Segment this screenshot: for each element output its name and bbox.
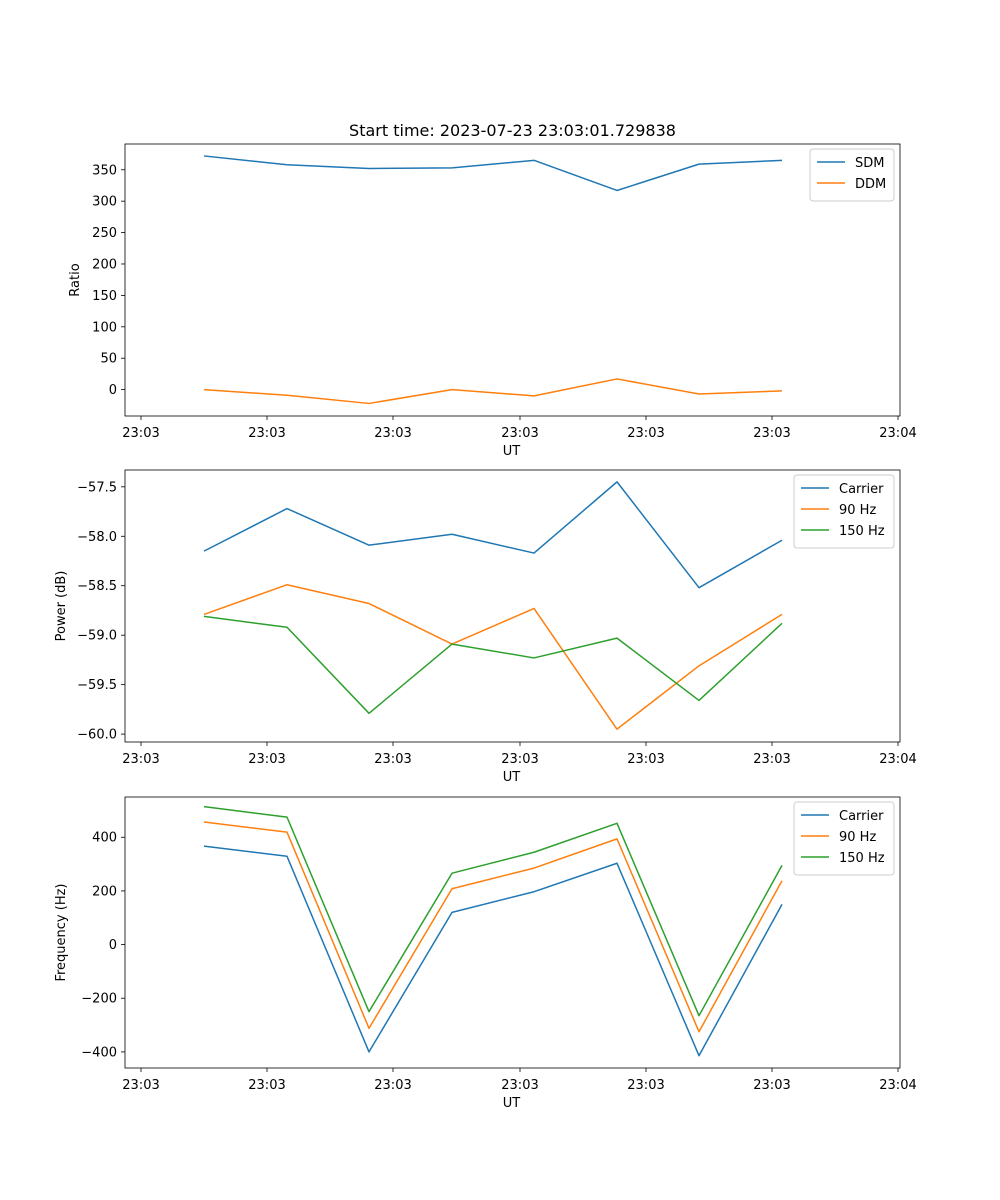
x-tick-label: 23:03 — [122, 1078, 159, 1093]
y-tick-label: −59.5 — [77, 678, 117, 693]
y-tick-label: 100 — [92, 320, 117, 335]
legend-label: 150 Hz — [839, 524, 885, 539]
legend-label: 90 Hz — [839, 830, 876, 845]
series-line-ddm — [203, 378, 783, 405]
y-tick-label: −58.0 — [77, 530, 117, 545]
x-tick-label: 23:03 — [501, 752, 538, 767]
series-line-90-hz — [203, 821, 783, 1033]
x-tick-label: 23:04 — [879, 752, 916, 767]
frequency-panel: −400 −200 0 200 400 23:03 23:03 23:03 23:03 23:03… — [54, 796, 917, 1111]
chart-title: Start time: 2023-07-23 23:03:01.729838 — [349, 121, 676, 140]
legend-label: Carrier — [839, 809, 884, 824]
y-tick-label: −59.0 — [77, 629, 117, 644]
axes-frame — [124, 143, 901, 417]
x-tick-label: 23:03 — [627, 752, 664, 767]
legend-label: DDM — [855, 177, 886, 192]
x-axis-label: UT — [503, 444, 521, 459]
y-axis-label: Ratio — [68, 263, 83, 296]
x-tick-label: 23:03 — [753, 752, 790, 767]
y-axis-label: Frequency (Hz) — [54, 883, 69, 981]
y-tick-label: −58.5 — [77, 579, 117, 594]
y-axis-label: Power (dB) — [54, 571, 69, 642]
y-tick-label: 250 — [92, 226, 117, 241]
legend: Carrier 90 Hz 150 Hz — [793, 801, 895, 876]
series-line-150-hz — [203, 615, 783, 715]
x-tick-label: 23:03 — [248, 1078, 285, 1093]
y-tick-label: 300 — [92, 195, 117, 210]
series-line-90-hz — [203, 583, 783, 730]
x-tick-label: 23:03 — [374, 426, 411, 441]
y-tick-label: 150 — [92, 289, 117, 304]
y-tick-label: −57.5 — [77, 480, 117, 495]
y-tick-label: 200 — [92, 884, 117, 899]
y-tick-label: −60.0 — [77, 728, 117, 743]
x-tick-label: 23:03 — [374, 1078, 411, 1093]
legend: Carrier 90 Hz 150 Hz — [793, 474, 895, 549]
axes-frame — [124, 469, 901, 743]
x-tick-label: 23:03 — [627, 426, 664, 441]
series-line-sdm — [203, 155, 783, 192]
x-tick-label: 23:04 — [879, 1078, 916, 1093]
x-tick-label: 23:03 — [627, 1078, 664, 1093]
x-tick-label: 23:03 — [753, 426, 790, 441]
x-tick-label: 23:03 — [753, 1078, 790, 1093]
y-tick-label: 0 — [109, 938, 117, 953]
x-tick-label: 23:03 — [122, 752, 159, 767]
legend-label: 90 Hz — [839, 503, 876, 518]
ratio-panel: 0 50 100 150 200 250 300 350 23:03 23:03 23:03 23:0… — [68, 121, 917, 459]
y-tick-label: −200 — [81, 992, 117, 1007]
x-tick-label: 23:04 — [879, 426, 916, 441]
x-tick-label: 23:03 — [248, 752, 285, 767]
y-tick-label: 50 — [100, 352, 117, 367]
y-tick-label: 0 — [109, 383, 117, 398]
legend-label: 150 Hz — [839, 851, 885, 866]
y-tick-label: 350 — [92, 163, 117, 178]
power-panel: −60.0 −59.5 −59.0 −58.5 −58.0 −57.5 23:03 23:03… — [54, 469, 917, 785]
x-axis-label: UT — [503, 770, 521, 785]
x-axis-label: UT — [503, 1096, 521, 1111]
axes-frame — [124, 796, 901, 1069]
y-tick-label: −400 — [81, 1045, 117, 1060]
legend-label: Carrier — [839, 482, 884, 497]
legend-label: SDM — [855, 156, 884, 171]
y-tick-label: 400 — [92, 831, 117, 846]
x-tick-label: 23:03 — [248, 426, 285, 441]
x-tick-label: 23:03 — [501, 426, 538, 441]
x-tick-label: 23:03 — [374, 752, 411, 767]
series-line-carrier — [203, 845, 783, 1057]
series-line-carrier — [203, 481, 783, 589]
series-line-150-hz — [203, 805, 783, 1017]
legend: SDM DDM — [809, 148, 895, 202]
y-tick-label: 200 — [92, 257, 117, 272]
x-tick-label: 23:03 — [122, 426, 159, 441]
x-tick-label: 23:03 — [501, 1078, 538, 1093]
